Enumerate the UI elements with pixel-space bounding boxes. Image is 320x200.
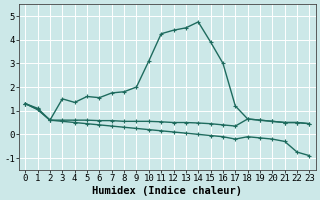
X-axis label: Humidex (Indice chaleur): Humidex (Indice chaleur) (92, 186, 242, 196)
